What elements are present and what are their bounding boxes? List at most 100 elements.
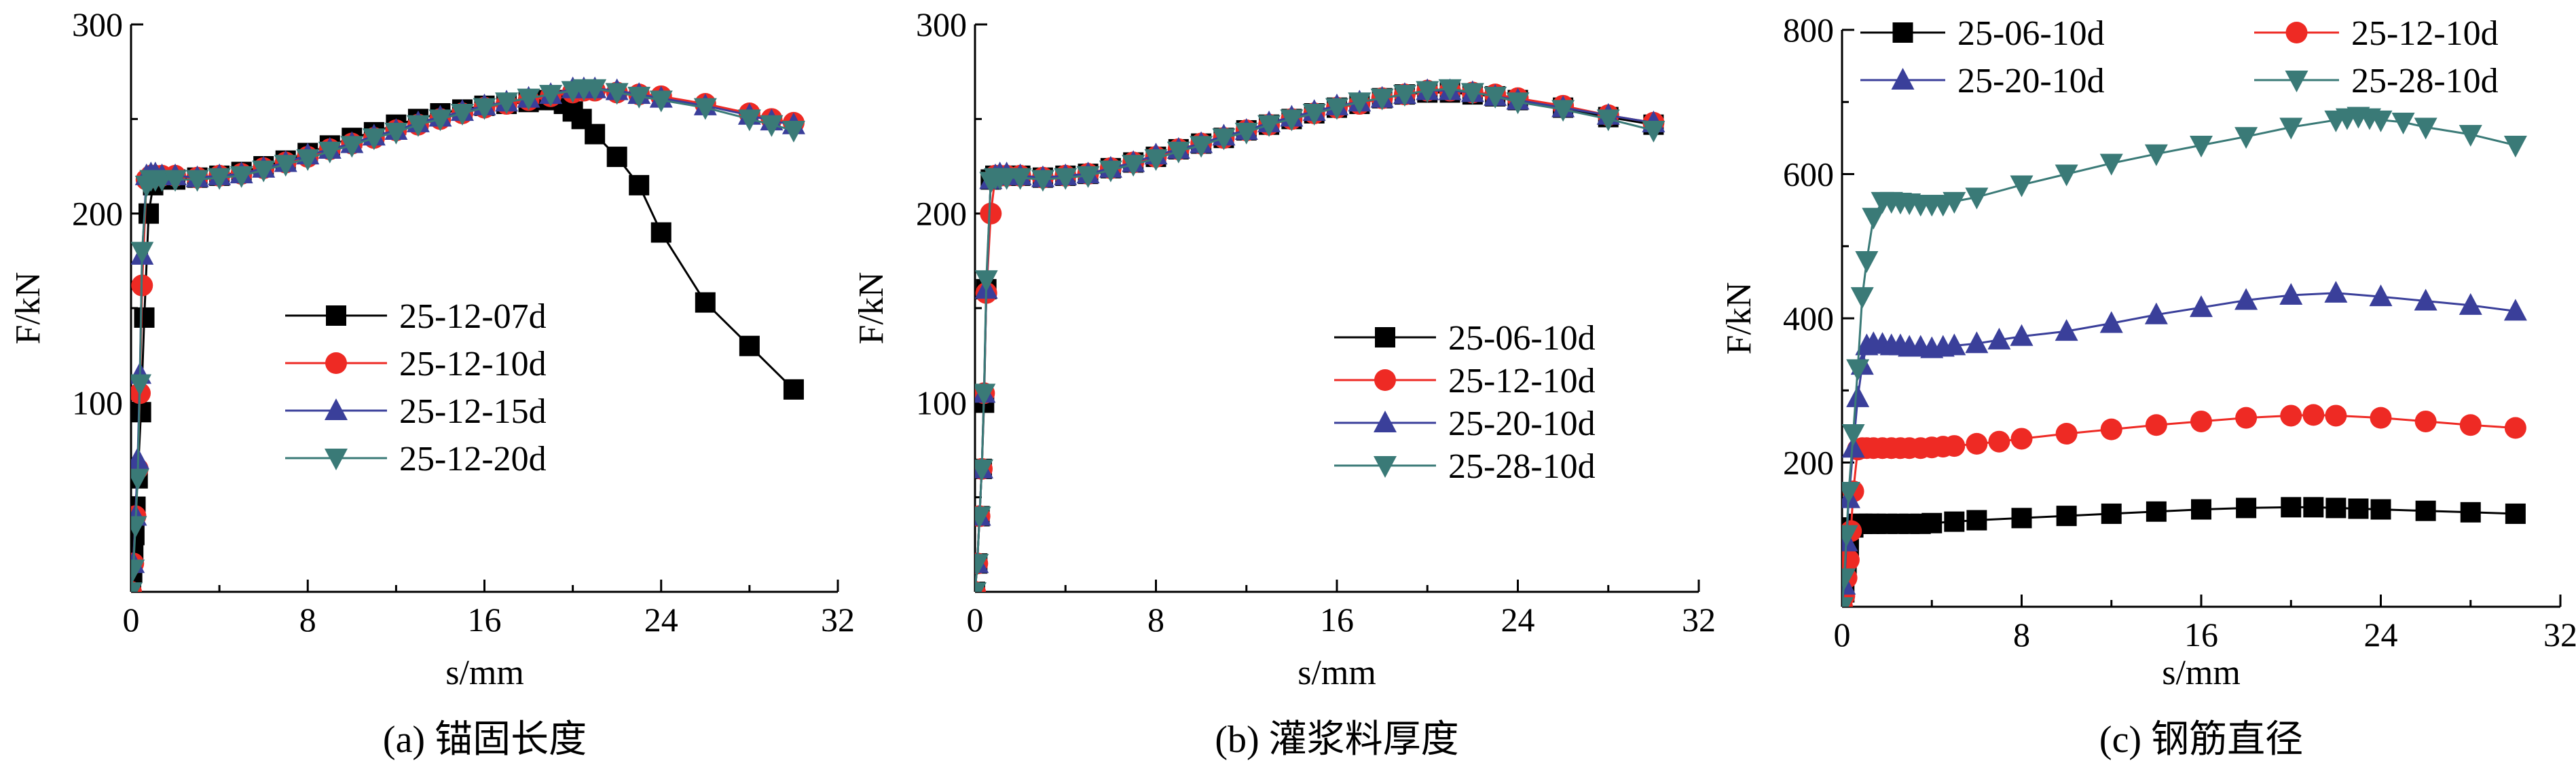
data-point-25-12-10d — [1988, 430, 2010, 453]
legend-marker — [2285, 71, 2308, 92]
series-line-25-28-10d — [1842, 115, 2516, 607]
data-point-25-28-10d — [1099, 160, 1122, 183]
data-point-25-12-20d — [450, 103, 474, 126]
legend-item-25-12-15d: 25-12-15d — [285, 392, 547, 431]
data-point-25-12-20d — [340, 136, 364, 158]
legend: 25-06-10d 25-12-10d 25-20-10d 25-28-10d — [1334, 319, 1596, 486]
data-point-25-20-10d — [1846, 385, 1870, 407]
series-25-28-10d — [975, 79, 1666, 592]
data-point-25-28-10d — [1842, 568, 1856, 590]
legend-item-25-28-10d: 25-28-10d — [2254, 62, 2499, 100]
y-tick-label: 200 — [72, 195, 123, 233]
data-point-25-28-10d — [1393, 85, 1416, 107]
legend-item-25-12-20d: 25-12-20d — [285, 440, 547, 478]
data-point-25-20-10d — [1987, 327, 2011, 350]
data-point-25-20-10d — [2099, 311, 2123, 333]
legend-marker — [325, 352, 347, 374]
data-point-25-28-10d — [1325, 98, 1348, 120]
x-tick-label: 24 — [2364, 616, 2398, 654]
data-point-25-12-20d — [131, 468, 149, 491]
data-point-25-12-20d — [362, 128, 386, 151]
data-point-25-20-10d — [2144, 302, 2168, 324]
data-point-25-06-10d — [2460, 502, 2481, 523]
data-point-25-28-10d — [975, 270, 998, 293]
data-point-25-12-20d — [649, 90, 673, 113]
data-point-25-06-10d — [2011, 508, 2032, 529]
x-tick-label: 24 — [644, 601, 678, 639]
data-point-25-12-07d — [134, 307, 155, 328]
legend-label: 25-06-10d — [1957, 14, 2105, 53]
data-point-25-12-20d — [473, 98, 496, 120]
data-point-25-06-10d — [1966, 510, 1987, 531]
data-point-25-28-10d — [1370, 88, 1394, 111]
data-point-25-28-10d — [1122, 155, 1145, 177]
legend-item-25-06-10d: 25-06-10d — [1334, 319, 1596, 358]
y-tick-label: 600 — [1783, 155, 1834, 193]
data-point-25-06-10d — [2281, 497, 2302, 518]
data-point-25-12-20d — [384, 122, 408, 145]
data-point-25-12-10d — [2459, 414, 2482, 436]
data-point-25-12-10d — [2010, 428, 2033, 450]
legend-marker — [1374, 456, 1397, 478]
data-point-25-28-10d — [1842, 525, 1858, 547]
data-point-25-12-10d — [2302, 404, 2325, 426]
x-tick-label: 16 — [468, 601, 502, 639]
y-tick-label: 400 — [1783, 299, 1834, 337]
legend-marker — [1374, 411, 1397, 432]
data-point-25-28-10d — [1008, 168, 1032, 190]
data-point-25-20-10d — [2503, 299, 2527, 321]
y-tick-label: 300 — [72, 5, 123, 43]
x-tick-label: 8 — [1147, 601, 1164, 639]
series-25-28-10d — [1842, 107, 2527, 607]
data-point-25-28-10d — [2055, 164, 2078, 187]
series-line-25-12-15d — [131, 88, 794, 592]
data-point-25-28-10d — [2144, 144, 2168, 166]
caption-b: (b) 灌浆料厚度 — [1215, 719, 1458, 761]
data-point-25-28-10d — [1212, 128, 1236, 151]
data-point-25-12-07d — [629, 174, 650, 195]
data-point-25-20-10d — [2324, 280, 2348, 303]
data-point-25-20-10d — [2010, 324, 2034, 346]
data-point-25-06-10d — [2056, 506, 2077, 527]
data-point-25-06-10d — [2370, 499, 2391, 520]
data-point-25-12-15d — [131, 447, 149, 469]
data-point-25-12-20d — [208, 168, 232, 190]
legend-item-25-06-10d: 25-06-10d — [1860, 14, 2105, 53]
legend-label: 25-06-10d — [1448, 319, 1596, 358]
data-point-25-06-10d — [2146, 501, 2167, 522]
legend-marker — [1892, 22, 1913, 43]
data-point-25-20-10d — [1965, 331, 1989, 354]
data-point-25-28-10d — [1234, 122, 1258, 145]
data-point-25-28-10d — [1166, 141, 1190, 164]
legend-item-25-28-10d: 25-28-10d — [1334, 447, 1596, 486]
data-point-25-12-20d — [605, 83, 629, 105]
data-point-25-12-10d — [1943, 435, 1966, 457]
data-point-25-12-10d — [2145, 414, 2167, 436]
data-point-25-20-10d — [2279, 283, 2303, 305]
data-point-25-28-10d — [1257, 115, 1281, 137]
data-point-25-28-10d — [1506, 92, 1530, 115]
data-point-25-28-10d — [1842, 424, 1865, 446]
data-point-25-12-07d — [783, 379, 804, 400]
panel-a-anchorage-length: 0 8 16 24 32100200300F/kNs/mm25-12-07d25-12-… — [9, 5, 855, 761]
data-point-25-12-20d — [737, 109, 761, 132]
data-point-25-20-10d — [2190, 295, 2213, 318]
legend-marker — [325, 449, 348, 470]
data-point-25-28-10d — [975, 383, 996, 406]
data-point-25-12-20d — [406, 115, 430, 137]
data-point-25-12-20d — [131, 516, 147, 538]
data-point-25-12-20d — [274, 155, 297, 177]
data-point-25-12-20d — [131, 582, 143, 592]
data-point-25-28-10d — [1596, 109, 1620, 132]
data-point-25-12-07d — [131, 402, 151, 423]
data-point-25-28-10d — [975, 582, 987, 592]
data-point-25-12-20d — [296, 149, 320, 171]
x-axis-label: s/mm — [2162, 654, 2241, 692]
data-point-25-28-10d — [2190, 136, 2213, 157]
data-point-25-28-10d — [1484, 86, 1507, 109]
data-point-25-28-10d — [1842, 597, 1854, 607]
x-axis-label: s/mm — [1298, 654, 1376, 692]
data-point-25-12-10d — [2055, 423, 2078, 445]
